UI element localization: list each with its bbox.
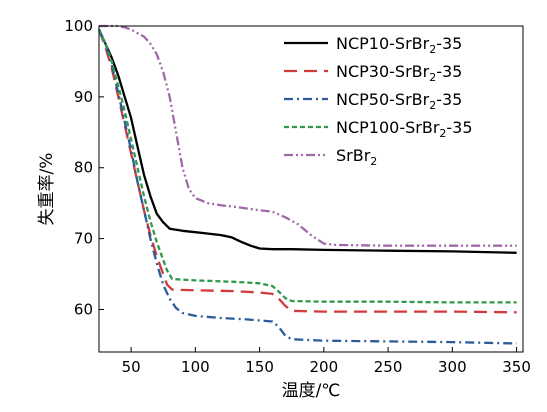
legend-label-2: NCP30-SrBr2-35 <box>336 62 462 84</box>
y-tick-label: 80 <box>74 159 93 177</box>
y-axis-title: 失重率/% <box>37 153 57 226</box>
series-line-1 <box>97 29 517 254</box>
x-tick-label: 250 <box>374 358 403 376</box>
plot-frame <box>98 25 524 353</box>
plot-lines <box>97 24 517 345</box>
x-tick-label: 350 <box>502 358 531 376</box>
x-tick-label: 50 <box>122 358 141 376</box>
x-tick-label: 300 <box>438 358 467 376</box>
legend-label-1: NCP10-SrBr2-35 <box>336 34 462 56</box>
x-axis-title: 温度/℃ <box>282 381 341 401</box>
y-tick-label: 60 <box>74 300 93 318</box>
y-tick-label: 90 <box>74 88 93 106</box>
axis-ticks: 50 100 150 200 250 300 350 60 70 80 90 100 <box>64 17 531 376</box>
y-tick-label: 70 <box>74 230 93 248</box>
legend-label-4: NCP100-SrBr2-35 <box>336 118 473 140</box>
series-line-5 <box>99 24 517 247</box>
series-line-2 <box>97 29 517 314</box>
legend-label-5: SrBr2 <box>336 146 377 168</box>
y-tick-label: 100 <box>64 17 93 35</box>
legend-label-3: NCP50-SrBr2-35 <box>336 90 462 112</box>
series-line-3 <box>97 29 517 345</box>
x-tick-label: 150 <box>245 358 274 376</box>
x-tick-label: 100 <box>181 358 210 376</box>
x-tick-label: 200 <box>310 358 339 376</box>
series-line-4 <box>97 29 517 304</box>
legend: NCP10-SrBr2-35 NCP30-SrBr2-35 NCP50-SrBr2-… <box>284 34 473 168</box>
